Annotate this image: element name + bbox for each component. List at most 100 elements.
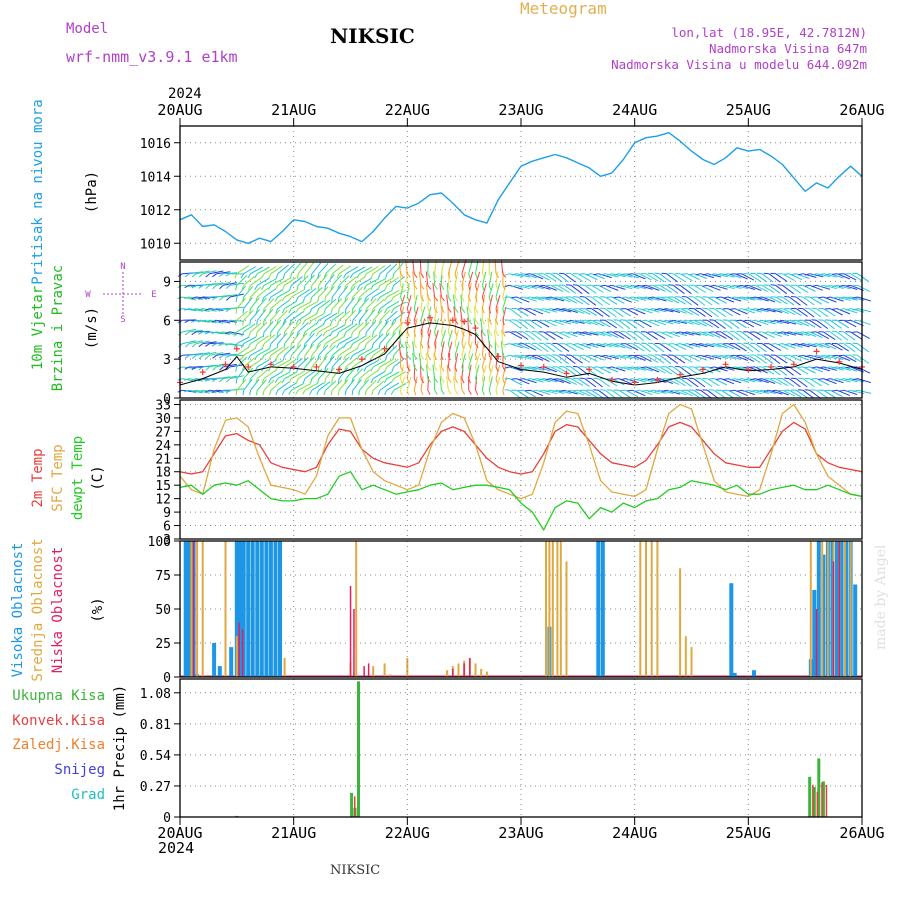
wind-arrow: [318, 273, 328, 286]
y-tick-label: 18: [155, 466, 171, 481]
wind-arrow-head: [613, 273, 619, 276]
wind-arrow: [345, 323, 358, 333]
wind-arrow: [461, 353, 466, 368]
wind-arrow-head: [268, 308, 272, 314]
y-tick-label: 12: [155, 493, 171, 508]
wind-arrow-head: [586, 319, 592, 322]
wind-arrow: [216, 271, 231, 275]
wind-arrow-head: [566, 319, 572, 323]
wind-arrow-head: [647, 296, 654, 299]
wind-arrow-head: [225, 308, 231, 313]
wind-arrow-head: [247, 343, 251, 349]
wind-arrow-head: [383, 296, 388, 302]
wind-arrow-head: [654, 389, 660, 393]
wind-arrow-head: [242, 320, 245, 326]
wind-arrow: [243, 336, 257, 345]
wind-arrow: [707, 331, 721, 338]
wind-arrow-head: [647, 389, 654, 393]
wind-arrow: [823, 319, 835, 330]
cloud-high-bar: [255, 541, 260, 677]
wind-arrow: [734, 273, 748, 280]
wind-arrow-head: [613, 343, 619, 345]
wind-arrow: [816, 354, 831, 359]
wind-arrow: [352, 286, 364, 298]
wind-arrow-head: [831, 273, 838, 275]
wind-arrow-head: [344, 296, 347, 302]
wind-arrow: [345, 297, 355, 309]
wind-arrow: [516, 319, 528, 330]
wind-arrow-head: [255, 378, 258, 384]
wind-arrow: [182, 340, 197, 345]
cloud-high-bar: [238, 541, 243, 677]
wind-arrow: [386, 320, 397, 333]
wind-arrow-head: [811, 319, 817, 321]
wind-arrow-head: [481, 378, 485, 384]
wind-arrow-head: [675, 343, 681, 346]
wind-arrow: [386, 358, 399, 368]
wind-arrow-head: [331, 378, 333, 384]
wind-arrow: [250, 368, 261, 379]
wind-arrow-head: [832, 354, 838, 357]
cloud-mid-bar: [849, 541, 852, 677]
gust-marker: [722, 361, 729, 368]
wind-arrow-head: [226, 296, 231, 301]
wind-arrow: [775, 354, 788, 364]
wind-arrow: [529, 284, 544, 290]
wind-arrow: [802, 354, 817, 360]
wind-arrow: [270, 346, 283, 356]
wind-arrow-head: [461, 378, 465, 384]
wind-arrow: [379, 300, 392, 310]
wind-arrow: [618, 308, 631, 317]
wind-arrow-head: [681, 273, 688, 275]
wind-arrow-head: [743, 296, 749, 299]
wind-arrow-head: [702, 343, 708, 346]
wind-arrow-head: [681, 319, 688, 322]
wind-arrow-head: [447, 308, 452, 313]
wind-arrow-head: [722, 284, 729, 288]
wind-arrow-head: [295, 308, 299, 314]
wind-arrow-head: [295, 320, 299, 325]
wind-arrow: [591, 343, 606, 348]
wind-arrow-head: [349, 355, 354, 360]
wind-arrow: [836, 354, 851, 362]
wind-arrow: [611, 308, 624, 318]
cloud-ylabel-3: Niska Oblacnost: [50, 547, 66, 673]
wind-arrow-head: [268, 273, 272, 279]
wind-arrow-head: [461, 296, 465, 302]
wind-arrow-head: [281, 389, 286, 395]
precip-convective-bar: [354, 796, 356, 817]
wind-arrow: [502, 317, 505, 332]
cloud-high-bar: [250, 541, 255, 677]
wind-arrow-head: [316, 308, 320, 314]
wind-arrow-head: [716, 273, 722, 276]
wind-arrow: [836, 319, 850, 329]
wind-arrow: [263, 288, 276, 298]
wind-arrow-head: [219, 378, 224, 383]
cloud-low-bar: [452, 668, 454, 677]
wind-arrow: [761, 366, 775, 375]
wind-arrow-head: [242, 390, 245, 396]
wind-arrow: [406, 376, 412, 391]
wind-arrow-head: [647, 319, 654, 322]
wind-arrow: [291, 332, 301, 344]
wind-arrow-head: [729, 354, 735, 357]
wind-arrow: [679, 284, 692, 295]
wind-arrow-head: [454, 378, 459, 384]
cloud-mid-bar: [556, 541, 559, 677]
wind-arrow-head: [378, 331, 381, 337]
wind-arrow-head: [729, 378, 735, 381]
wind-arrow-head: [511, 284, 517, 288]
wind-arrow: [419, 282, 422, 298]
wind-arrow-head: [565, 389, 572, 392]
wind-arrow-head: [743, 284, 749, 287]
y-tick-label: 9: [163, 506, 171, 521]
wind-arrow-head: [502, 366, 506, 372]
wind-arrow-head: [289, 331, 292, 337]
wind-arrow: [830, 378, 844, 384]
cloud-high-bar: [217, 666, 222, 677]
wind-arrow-head: [784, 331, 790, 334]
top-time-axis: 20AUG 21AUG 22AUG 23AUG 24AUG 25AUG 26AUG: [157, 101, 885, 126]
wind-arrow-head: [218, 354, 224, 359]
wind-arrow-head: [356, 355, 361, 360]
cloud-mid-bar: [372, 666, 375, 677]
